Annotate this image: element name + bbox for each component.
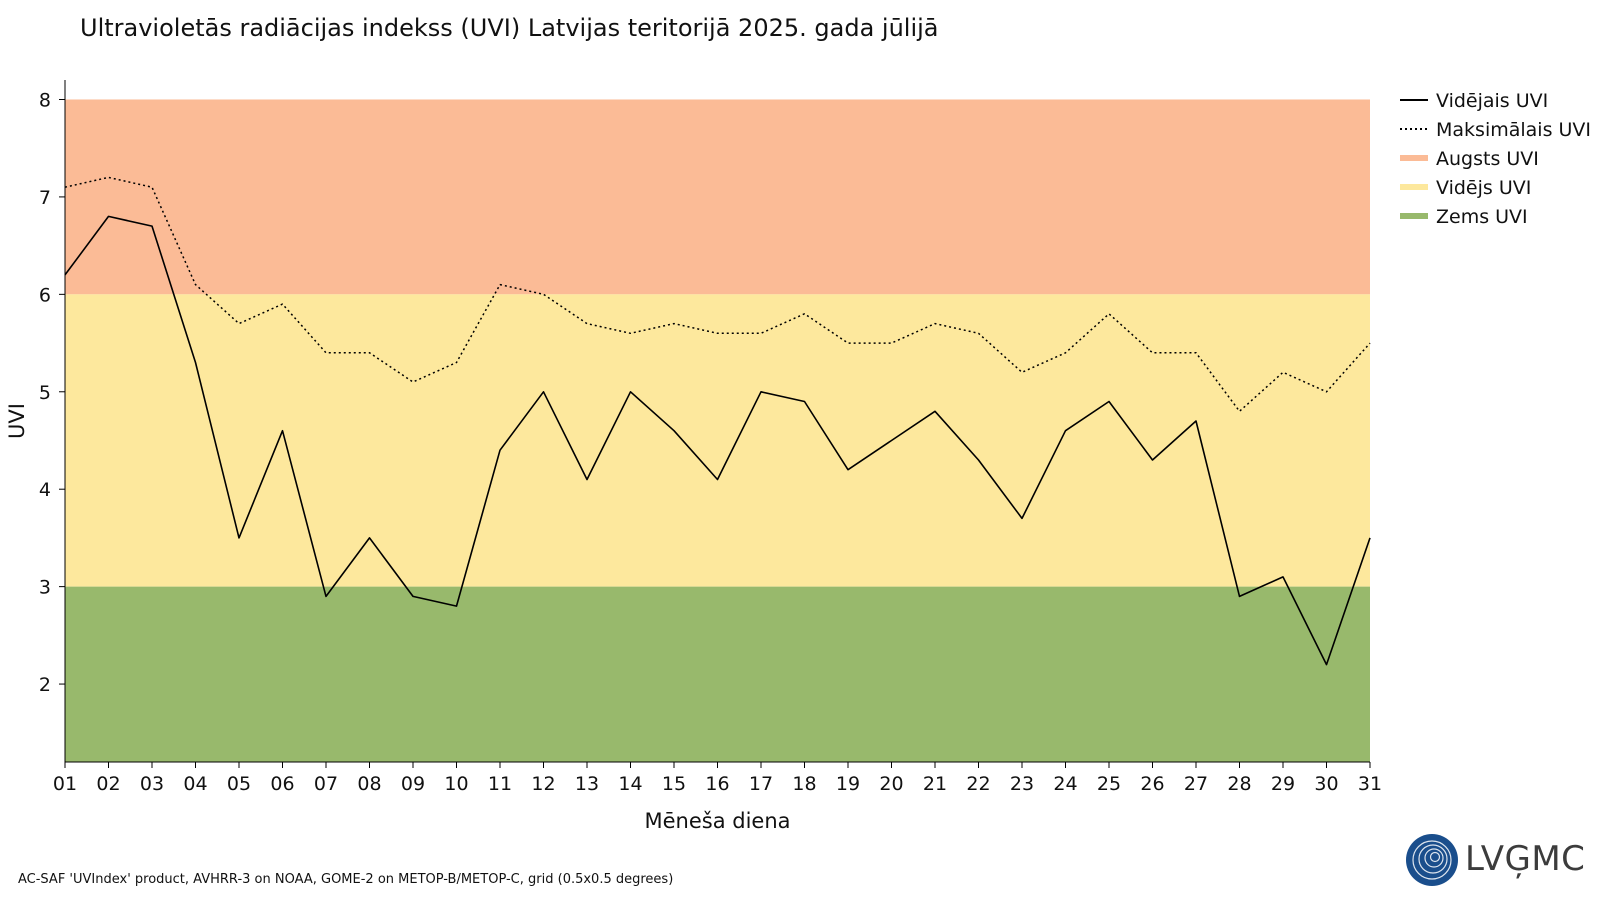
x-tick-label: 26 <box>1140 773 1164 795</box>
y-tick-label: 5 <box>39 382 51 404</box>
y-tick-label: 3 <box>39 577 51 599</box>
y-tick-label: 4 <box>39 479 51 501</box>
logo-swirl-icon <box>1406 834 1458 886</box>
band-vidējs-uvi <box>65 294 1370 587</box>
y-tick-label: 7 <box>39 187 51 209</box>
x-tick-label: 18 <box>792 773 816 795</box>
band-augsts-uvi <box>65 99 1370 295</box>
x-tick-label: 24 <box>1053 773 1077 795</box>
source-note: AC-SAF 'UVIndex' product, AVHRR-3 on NOA… <box>18 872 674 887</box>
x-tick-label: 29 <box>1271 773 1295 795</box>
x-tick-label: 05 <box>227 773 251 795</box>
legend: Vidējais UVI Maksimālais UVI Augsts UVI Vid… <box>1400 90 1591 228</box>
x-tick-label: 12 <box>531 773 555 795</box>
y-tick-label: 2 <box>39 674 51 696</box>
y-axis-label: UVI <box>5 403 29 439</box>
series-line-maksimalais <box>64 176 1371 413</box>
x-tick-label: 11 <box>488 773 512 795</box>
x-tick-label: 27 <box>1184 773 1208 795</box>
series-line-videjais <box>64 215 1371 666</box>
x-tick-label: 01 <box>53 773 77 795</box>
x-axis-label: Mēneša diena <box>644 809 790 833</box>
x-tick-label: 08 <box>357 773 381 795</box>
x-tick-label: 02 <box>96 773 120 795</box>
x-tick-label: 09 <box>401 773 425 795</box>
x-tick-label: 25 <box>1097 773 1121 795</box>
x-tick-label: 10 <box>444 773 468 795</box>
legend-label: Maksimālais UVI <box>1436 119 1591 141</box>
legend-label: Vidējais UVI <box>1436 90 1548 112</box>
x-tick-label: 22 <box>966 773 990 795</box>
x-tick-label: 03 <box>140 773 164 795</box>
chart-title: Ultravioletās radiācijas indekss (UVI) L… <box>80 14 939 42</box>
logo-text: LVĢMC <box>1465 839 1586 879</box>
x-tick-label: 20 <box>879 773 903 795</box>
x-tick-label: 17 <box>749 773 773 795</box>
legend-label: Zems UVI <box>1436 206 1528 228</box>
series-lines <box>64 176 1371 666</box>
y-tick-label: 8 <box>39 89 51 111</box>
x-tick-label: 31 <box>1358 773 1382 795</box>
x-tick-label: 13 <box>575 773 599 795</box>
x-tick-label: 14 <box>618 773 642 795</box>
x-tick-label: 21 <box>923 773 947 795</box>
x-tick-label: 16 <box>705 773 729 795</box>
x-tick-label: 19 <box>836 773 860 795</box>
x-tick-label: 04 <box>183 773 207 795</box>
y-tick-label: 6 <box>39 284 51 306</box>
x-tick-label: 28 <box>1227 773 1251 795</box>
x-tick-label: 07 <box>314 773 338 795</box>
band-zems-uvi <box>65 586 1370 762</box>
uvi-bands <box>65 99 1370 762</box>
x-tick-label: 06 <box>270 773 294 795</box>
x-tick-label: 30 <box>1314 773 1338 795</box>
lvgmc-logo: LVĢMC <box>1405 833 1585 887</box>
x-tick-label: 23 <box>1010 773 1034 795</box>
x-tick-label: 15 <box>662 773 686 795</box>
legend-label: Vidējs UVI <box>1436 177 1531 199</box>
legend-label: Augsts UVI <box>1436 148 1539 170</box>
